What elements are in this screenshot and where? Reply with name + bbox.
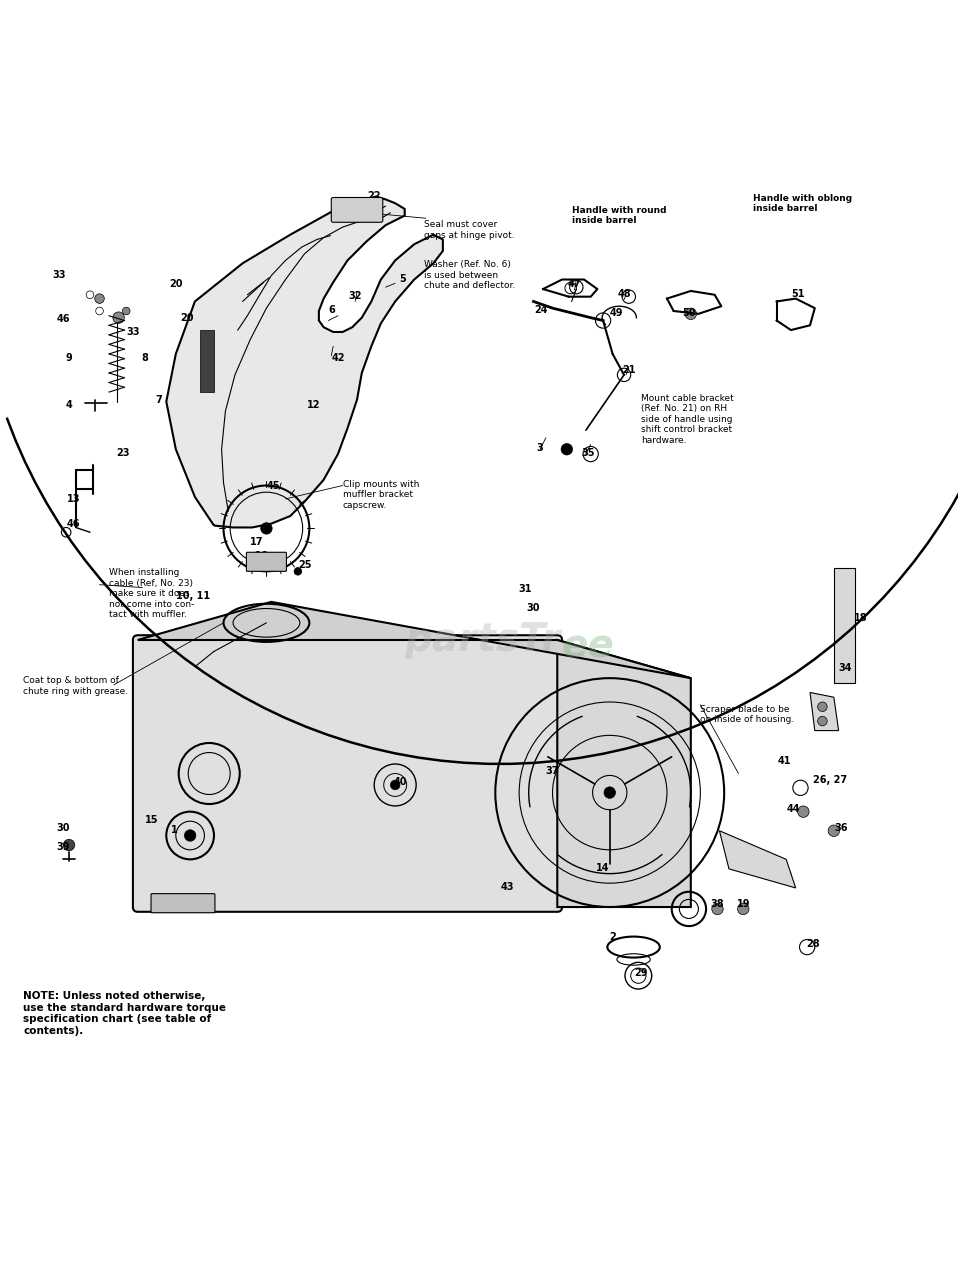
Text: 15: 15 xyxy=(145,815,159,826)
FancyBboxPatch shape xyxy=(331,197,382,223)
Text: 34: 34 xyxy=(838,663,851,672)
Text: 7: 7 xyxy=(155,396,161,406)
Text: Seal must cover
gaps at hinge pivot.: Seal must cover gaps at hinge pivot. xyxy=(424,220,514,239)
Text: 17: 17 xyxy=(250,536,263,547)
Text: 29: 29 xyxy=(634,968,648,978)
Text: 18: 18 xyxy=(852,613,867,623)
Text: 1: 1 xyxy=(170,824,177,835)
Text: Handle with round
inside barrel: Handle with round inside barrel xyxy=(571,206,665,225)
FancyBboxPatch shape xyxy=(133,635,561,911)
Text: 24: 24 xyxy=(533,305,547,315)
Text: 44: 44 xyxy=(786,804,800,814)
Text: 39: 39 xyxy=(57,842,70,851)
Circle shape xyxy=(737,904,749,915)
Text: 23: 23 xyxy=(116,448,130,458)
Text: 41: 41 xyxy=(776,756,790,765)
Text: partsTr: partsTr xyxy=(405,621,560,659)
Polygon shape xyxy=(137,602,690,678)
Circle shape xyxy=(95,294,104,303)
Text: 38: 38 xyxy=(710,899,724,909)
Circle shape xyxy=(260,522,272,534)
Text: Mount cable bracket
(Ref. No. 21) on RH
side of handle using
shift control brack: Mount cable bracket (Ref. No. 21) on RH … xyxy=(641,394,733,444)
Text: 13: 13 xyxy=(67,494,81,504)
Text: 47: 47 xyxy=(567,279,580,289)
Text: 20: 20 xyxy=(181,312,194,323)
Text: 3: 3 xyxy=(536,443,543,453)
Polygon shape xyxy=(719,831,795,888)
Text: 32: 32 xyxy=(348,291,361,301)
Text: 50: 50 xyxy=(681,307,695,317)
Circle shape xyxy=(684,308,696,320)
Text: 43: 43 xyxy=(501,882,514,892)
Text: 6: 6 xyxy=(328,305,334,315)
Text: 30: 30 xyxy=(57,823,70,833)
Text: Clip mounts with
muffler bracket
capscrew.: Clip mounts with muffler bracket capscre… xyxy=(342,480,419,509)
Text: 16: 16 xyxy=(255,550,268,561)
Text: Washer (Ref. No. 6)
is used between
chute and deflector.: Washer (Ref. No. 6) is used between chut… xyxy=(424,260,514,291)
Text: 4: 4 xyxy=(65,401,72,411)
Circle shape xyxy=(267,558,275,566)
Text: 9: 9 xyxy=(65,352,72,362)
PathPatch shape xyxy=(166,197,442,527)
Text: Handle with oblong
inside barrel: Handle with oblong inside barrel xyxy=(752,193,851,212)
Circle shape xyxy=(95,307,103,315)
Text: 40: 40 xyxy=(393,777,407,787)
Circle shape xyxy=(185,829,196,841)
Circle shape xyxy=(251,558,259,566)
Circle shape xyxy=(827,826,839,836)
Circle shape xyxy=(560,444,572,454)
Text: 22: 22 xyxy=(367,192,381,207)
Text: 33: 33 xyxy=(53,270,66,279)
Circle shape xyxy=(122,307,130,315)
Circle shape xyxy=(711,904,723,915)
Polygon shape xyxy=(556,640,690,908)
Text: 20: 20 xyxy=(169,279,183,289)
Text: 46: 46 xyxy=(57,315,70,324)
Text: 36: 36 xyxy=(834,823,848,833)
Bar xyxy=(833,568,854,684)
Text: 30: 30 xyxy=(527,603,540,613)
Text: 42: 42 xyxy=(331,352,344,362)
Bar xyxy=(200,330,213,392)
Circle shape xyxy=(390,781,400,790)
Circle shape xyxy=(112,312,124,324)
Text: 51: 51 xyxy=(790,289,803,298)
Text: 21: 21 xyxy=(622,365,635,375)
Text: 46: 46 xyxy=(67,520,81,530)
Circle shape xyxy=(294,567,302,575)
Text: 19: 19 xyxy=(736,899,750,909)
Circle shape xyxy=(604,787,615,799)
Text: 35: 35 xyxy=(580,448,594,458)
Text: 12: 12 xyxy=(307,401,321,411)
Text: 33: 33 xyxy=(126,326,139,337)
Text: 28: 28 xyxy=(805,940,819,948)
Polygon shape xyxy=(809,692,838,731)
Text: 37: 37 xyxy=(545,765,558,776)
Text: ee: ee xyxy=(561,627,614,666)
Text: 48: 48 xyxy=(617,289,630,298)
Text: 26, 27: 26, 27 xyxy=(812,776,846,785)
Circle shape xyxy=(797,806,808,818)
Text: 45: 45 xyxy=(266,481,280,492)
Text: When installing
cable (Ref, No. 23)
make sure it does
not come into con-
tact wi: When installing cable (Ref, No. 23) make… xyxy=(109,568,194,620)
FancyBboxPatch shape xyxy=(151,893,214,913)
Text: Scraper blade to be
on inside of housing.: Scraper blade to be on inside of housing… xyxy=(700,705,794,724)
Text: Coat top & bottom of
chute ring with grease.: Coat top & bottom of chute ring with gre… xyxy=(23,676,128,695)
Text: NOTE: Unless noted otherwise,
use the standard hardware torque
specification cha: NOTE: Unless noted otherwise, use the st… xyxy=(23,991,226,1036)
Circle shape xyxy=(86,291,94,298)
FancyBboxPatch shape xyxy=(246,552,286,571)
Circle shape xyxy=(817,717,826,726)
Text: 5: 5 xyxy=(399,274,406,284)
Text: 10, 11: 10, 11 xyxy=(176,591,209,602)
Text: 2: 2 xyxy=(608,932,615,942)
Text: 25: 25 xyxy=(298,561,311,571)
Text: 14: 14 xyxy=(596,863,609,873)
Text: 31: 31 xyxy=(518,584,531,594)
Text: 8: 8 xyxy=(141,352,149,362)
Circle shape xyxy=(817,701,826,712)
Circle shape xyxy=(63,840,75,851)
Text: 49: 49 xyxy=(609,307,623,317)
